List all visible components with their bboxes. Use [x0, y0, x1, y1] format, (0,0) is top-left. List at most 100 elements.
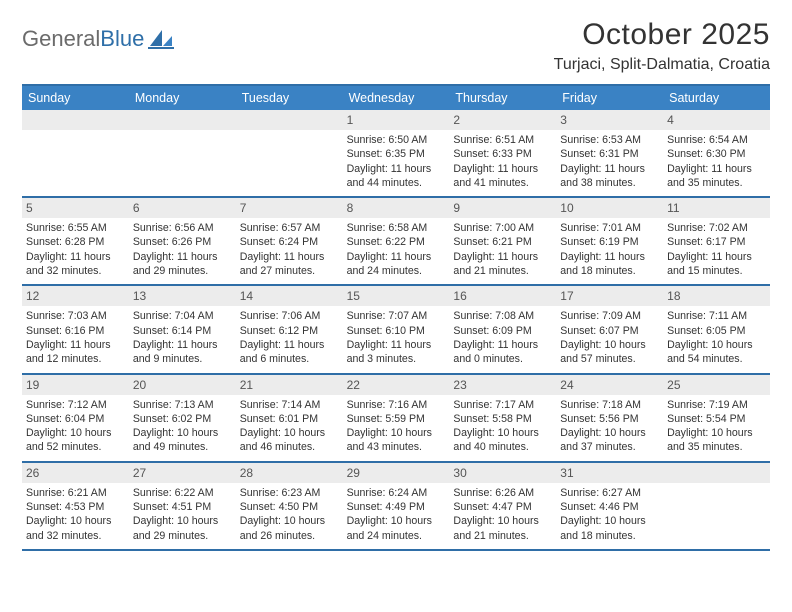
cell-line: and 35 minutes.	[667, 176, 766, 190]
calendar-cell: 23Sunrise: 7:17 AMSunset: 5:58 PMDayligh…	[449, 375, 556, 461]
cell-line: Sunset: 6:19 PM	[560, 235, 659, 249]
cell-body: Sunrise: 7:06 AMSunset: 6:12 PMDaylight:…	[238, 309, 341, 366]
cell-line: Sunrise: 6:57 AM	[240, 221, 339, 235]
calendar-cell: 8Sunrise: 6:58 AMSunset: 6:22 PMDaylight…	[343, 198, 450, 284]
calendar-cell: 13 Sunrise: 7:04 AMSunset: 6:14 PMDayligh…	[129, 286, 236, 372]
day-number	[236, 110, 343, 130]
cell-line: Sunrise: 7:14 AM	[240, 398, 339, 412]
calendar-cell	[663, 463, 770, 549]
cell-body: Sunrise: 7:16 AMSunset: 5:59 PMDaylight:…	[345, 398, 448, 455]
cell-line: Sunset: 6:05 PM	[667, 324, 766, 338]
day-number: 5	[22, 198, 129, 218]
cell-line: Sunrise: 6:24 AM	[347, 486, 446, 500]
cell-line: and 18 minutes.	[560, 529, 659, 543]
cell-body: Sunrise: 7:14 AMSunset: 6:01 PMDaylight:…	[238, 398, 341, 455]
cell-line: Sunset: 6:22 PM	[347, 235, 446, 249]
day-number: 21	[236, 375, 343, 395]
cell-line: Sunrise: 6:54 AM	[667, 133, 766, 147]
cell-line: Sunrise: 7:09 AM	[560, 309, 659, 323]
cell-line: Daylight: 11 hours	[26, 250, 125, 264]
calendar-cell: 4Sunrise: 6:54 AMSunset: 6:30 PMDaylight…	[663, 110, 770, 196]
calendar-cell: 22Sunrise: 7:16 AMSunset: 5:59 PMDayligh…	[343, 375, 450, 461]
cell-line: and 37 minutes.	[560, 440, 659, 454]
cell-body: Sunrise: 6:24 AMSunset: 4:49 PMDaylight:…	[345, 486, 448, 543]
cell-body: Sunrise: 6:57 AMSunset: 6:24 PMDaylight:…	[238, 221, 341, 278]
cell-line: Sunset: 4:47 PM	[453, 500, 552, 514]
cell-line: and 41 minutes.	[453, 176, 552, 190]
cell-line: Sunset: 6:28 PM	[26, 235, 125, 249]
cell-body: Sunrise: 6:53 AMSunset: 6:31 PMDaylight:…	[558, 133, 661, 190]
day-number: 10	[556, 198, 663, 218]
day-number: 17	[556, 286, 663, 306]
cell-line: Sunset: 6:10 PM	[347, 324, 446, 338]
weekday-label: Saturday	[663, 86, 770, 110]
cell-line: Daylight: 11 hours	[240, 338, 339, 352]
cell-line: Sunrise: 6:22 AM	[133, 486, 232, 500]
cell-line: Sunrise: 7:12 AM	[26, 398, 125, 412]
cell-line: Sunrise: 6:21 AM	[26, 486, 125, 500]
cell-line: Sunset: 5:54 PM	[667, 412, 766, 426]
calendar-cell: 15Sunrise: 7:07 AMSunset: 6:10 PMDayligh…	[343, 286, 450, 372]
cell-line: Sunset: 6:09 PM	[453, 324, 552, 338]
day-number: 13	[129, 286, 236, 306]
cell-line: and 32 minutes.	[26, 264, 125, 278]
cell-body: Sunrise: 6:21 AMSunset: 4:53 PMDaylight:…	[24, 486, 127, 543]
cell-line: Daylight: 11 hours	[347, 250, 446, 264]
calendar-cell: 27Sunrise: 6:22 AMSunset: 4:51 PMDayligh…	[129, 463, 236, 549]
cell-line: Sunrise: 6:27 AM	[560, 486, 659, 500]
cell-line: Sunrise: 6:50 AM	[347, 133, 446, 147]
cell-line: Daylight: 11 hours	[453, 162, 552, 176]
calendar-week: 1Sunrise: 6:50 AMSunset: 6:35 PMDaylight…	[22, 110, 770, 198]
calendar-cell: 24Sunrise: 7:18 AMSunset: 5:56 PMDayligh…	[556, 375, 663, 461]
cell-line: Sunrise: 6:51 AM	[453, 133, 552, 147]
cell-line: and 29 minutes.	[133, 264, 232, 278]
cell-line: Daylight: 11 hours	[347, 162, 446, 176]
cell-line: Sunset: 6:12 PM	[240, 324, 339, 338]
cell-line: and 29 minutes.	[133, 529, 232, 543]
calendar-cell: 29Sunrise: 6:24 AMSunset: 4:49 PMDayligh…	[343, 463, 450, 549]
cell-line: Sunrise: 7:03 AM	[26, 309, 125, 323]
cell-line: Sunrise: 7:04 AM	[133, 309, 232, 323]
calendar-cell: 16Sunrise: 7:08 AMSunset: 6:09 PMDayligh…	[449, 286, 556, 372]
cell-line: Sunrise: 6:56 AM	[133, 221, 232, 235]
cell-line: Daylight: 10 hours	[26, 514, 125, 528]
cell-body: Sunrise: 7:02 AMSunset: 6:17 PMDaylight:…	[665, 221, 768, 278]
cell-line: Daylight: 11 hours	[133, 250, 232, 264]
cell-line: Daylight: 10 hours	[560, 514, 659, 528]
cell-line: Sunrise: 6:55 AM	[26, 221, 125, 235]
cell-body: Sunrise: 7:07 AMSunset: 6:10 PMDaylight:…	[345, 309, 448, 366]
calendar-cell: 10Sunrise: 7:01 AMSunset: 6:19 PMDayligh…	[556, 198, 663, 284]
location: Turjaci, Split-Dalmatia, Croatia	[554, 56, 770, 74]
cell-line: and 43 minutes.	[347, 440, 446, 454]
cell-line: Sunset: 4:49 PM	[347, 500, 446, 514]
calendar-week: 12Sunrise: 7:03 AMSunset: 6:16 PMDayligh…	[22, 286, 770, 374]
cell-body: Sunrise: 7:04 AMSunset: 6:14 PMDaylight:…	[131, 309, 234, 366]
day-number: 9	[449, 198, 556, 218]
calendar-cell	[236, 110, 343, 196]
cell-line: Sunset: 6:33 PM	[453, 147, 552, 161]
logo-text-blue: Blue	[100, 26, 144, 51]
day-number	[663, 463, 770, 483]
cell-body: Sunrise: 6:54 AMSunset: 6:30 PMDaylight:…	[665, 133, 768, 190]
cell-line: Daylight: 10 hours	[560, 338, 659, 352]
cell-line: and 32 minutes.	[26, 529, 125, 543]
cell-line: Sunrise: 7:11 AM	[667, 309, 766, 323]
cell-line: Daylight: 11 hours	[667, 250, 766, 264]
cell-body: Sunrise: 7:18 AMSunset: 5:56 PMDaylight:…	[558, 398, 661, 455]
calendar-cell	[129, 110, 236, 196]
cell-line: Daylight: 10 hours	[347, 514, 446, 528]
cell-line: Sunrise: 7:01 AM	[560, 221, 659, 235]
cell-line: Daylight: 10 hours	[133, 426, 232, 440]
cell-body: Sunrise: 6:51 AMSunset: 6:33 PMDaylight:…	[451, 133, 554, 190]
day-number: 26	[22, 463, 129, 483]
day-number: 6	[129, 198, 236, 218]
cell-line: Sunset: 5:56 PM	[560, 412, 659, 426]
cell-body: Sunrise: 6:50 AMSunset: 6:35 PMDaylight:…	[345, 133, 448, 190]
cell-body: Sunrise: 6:22 AMSunset: 4:51 PMDaylight:…	[131, 486, 234, 543]
day-number: 11	[663, 198, 770, 218]
calendar-cell: 31Sunrise: 6:27 AMSunset: 4:46 PMDayligh…	[556, 463, 663, 549]
cell-line: Daylight: 10 hours	[667, 338, 766, 352]
day-number: 2	[449, 110, 556, 130]
cell-body: Sunrise: 7:17 AMSunset: 5:58 PMDaylight:…	[451, 398, 554, 455]
cell-line: Daylight: 11 hours	[453, 250, 552, 264]
